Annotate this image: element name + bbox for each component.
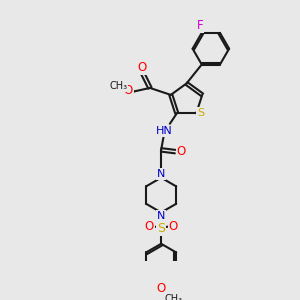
Text: S: S xyxy=(157,222,165,235)
Text: CH₃: CH₃ xyxy=(110,81,128,91)
Text: O: O xyxy=(124,84,133,97)
Text: CH₃: CH₃ xyxy=(164,294,182,300)
Text: O: O xyxy=(144,220,154,233)
Text: O: O xyxy=(137,61,147,74)
Text: F: F xyxy=(197,20,203,32)
Text: O: O xyxy=(169,220,178,233)
Text: N: N xyxy=(157,211,165,221)
Text: S: S xyxy=(197,108,204,118)
Text: O: O xyxy=(176,145,186,158)
Text: O: O xyxy=(157,282,166,295)
Text: N: N xyxy=(157,169,165,179)
Text: HN: HN xyxy=(156,126,173,136)
